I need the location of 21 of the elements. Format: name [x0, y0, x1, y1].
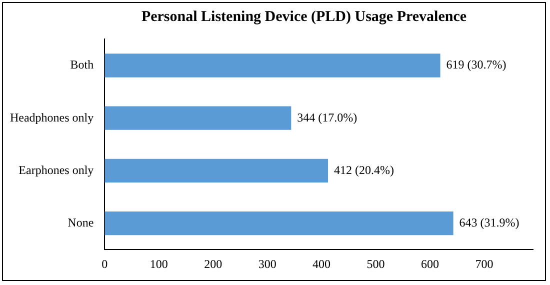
chart-title: Personal Listening Device (PLD) Usage Prevalence	[140, 9, 468, 26]
bar	[104, 106, 292, 130]
x-tick-label: 400	[312, 256, 331, 271]
bar	[104, 158, 328, 183]
y-tick-label: Headphones only	[10, 110, 94, 124]
y-tick-label: Earphones only	[18, 162, 94, 177]
x-tick-label: 300	[258, 256, 276, 271]
x-tick-label: 500	[366, 256, 385, 271]
data-label: 619 (30.7%)	[446, 58, 506, 72]
x-tick-label: 100	[150, 256, 168, 271]
x-tick-label: 700	[475, 256, 494, 271]
bar	[104, 54, 440, 78]
x-tick-label: 600	[420, 256, 439, 271]
data-label: 344 (17.0%)	[297, 110, 358, 124]
data-label: 643 (31.9%)	[459, 215, 520, 230]
x-tick-label: 200	[204, 256, 222, 271]
x-tick-label: 0	[102, 256, 108, 271]
y-tick-label: None	[68, 215, 94, 230]
bar	[104, 211, 454, 236]
y-tick-label: Both	[70, 58, 94, 72]
data-label: 412 (20.4%)	[334, 162, 394, 177]
